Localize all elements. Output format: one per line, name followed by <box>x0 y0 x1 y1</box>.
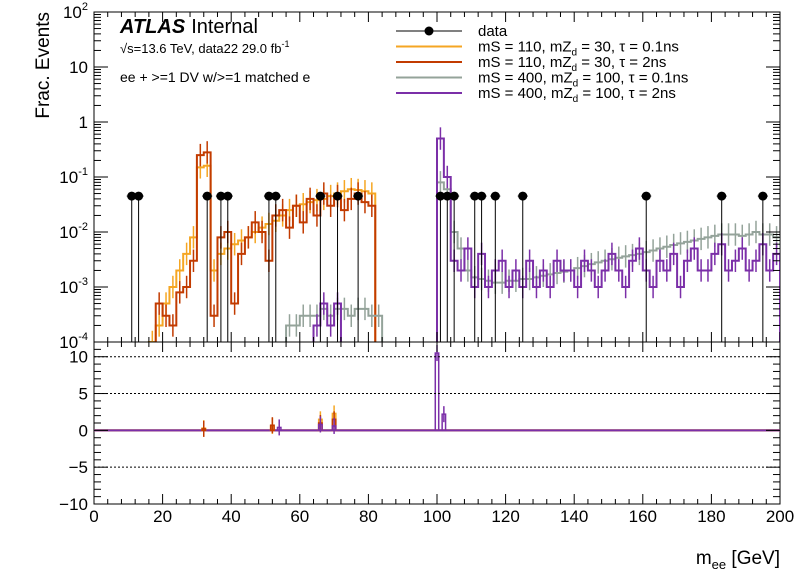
main-y-tick-label: 10-4 <box>59 331 88 352</box>
main-series-group <box>126 127 780 342</box>
main-y-axis: 102 10 1 10-1 10-2 10-3 10-4 <box>59 1 780 352</box>
main-y-tick-label: 10-2 <box>59 221 88 242</box>
data-point <box>435 191 445 201</box>
main-y-tick-label: 10-3 <box>59 276 88 297</box>
legend-label-0: mS = 110, mZd = 30, τ = 0.1ns <box>478 39 679 59</box>
data-point <box>134 191 144 201</box>
x-tick-label: 60 <box>290 507 309 526</box>
data-point <box>449 191 459 201</box>
ratio-y-tick-label: 5 <box>79 385 88 404</box>
data-point <box>641 191 651 201</box>
selection-label: ee + >=1 DV w/>=1 matched e <box>120 69 311 85</box>
ratio-y-tick-label: 10 <box>69 348 88 367</box>
atlas-status: Internal <box>191 16 258 38</box>
ratio-plot-frame <box>93 341 781 505</box>
x-tick-label: 160 <box>629 507 657 526</box>
data-point <box>490 191 500 201</box>
main-y-tick-label: 102 <box>63 1 88 22</box>
data-point <box>717 191 727 201</box>
data-point <box>271 191 281 201</box>
x-tick-label: 120 <box>491 507 519 526</box>
atlas-label: ATLAS Internal <box>119 16 258 38</box>
data-point <box>758 191 768 201</box>
data-point <box>470 191 480 201</box>
x-tick-label: 80 <box>359 507 378 526</box>
ratio-series-group <box>94 345 780 437</box>
data-point <box>315 191 325 201</box>
data-point <box>216 191 226 201</box>
legend-label-1: mS = 110, mZd = 30, τ = 2ns <box>478 54 666 74</box>
data-point <box>202 191 212 201</box>
main-y-tick-label: 10 <box>69 58 88 77</box>
x-tick-label: 100 <box>423 507 451 526</box>
data-point <box>223 191 233 201</box>
ratio-y-tick-label: −10 <box>59 495 88 514</box>
data-point <box>518 191 528 201</box>
energy-lumi-label: √s=13.6 TeV, data22 29.0 fb-1 <box>120 39 289 56</box>
main-y-tick-label: 1 <box>79 113 88 132</box>
x-tick-label: 200 <box>766 507 794 526</box>
ratio-y-axis: 10 5 0 −5 −10 <box>59 348 780 514</box>
x-tick-label: 40 <box>222 507 241 526</box>
main-x-ticks <box>93 12 781 342</box>
atlas-experiment: ATLAS <box>119 16 186 38</box>
data-point <box>353 191 363 201</box>
x-axis-label: mee [GeV] <box>696 548 780 572</box>
data-point <box>442 191 452 201</box>
legend-label-3: mS = 400, mZd = 100, τ = 2ns <box>478 85 676 105</box>
series-line-3 <box>312 137 780 342</box>
ratio-x-axis: 0 20 40 60 80 100 120 140 160 180 200 <box>89 342 794 526</box>
data-point <box>333 191 343 201</box>
x-tick-label: 140 <box>560 507 588 526</box>
main-y-tick-label: 10-1 <box>59 166 88 187</box>
series-line-1 <box>154 151 377 342</box>
ratio-y-tick-label: −5 <box>69 458 88 477</box>
ratio-bar-2 <box>434 352 440 432</box>
data-point <box>264 191 274 201</box>
data-point <box>127 191 137 201</box>
data-point <box>477 191 487 201</box>
legend-data-label: data <box>478 23 508 40</box>
main-y-axis-label: Frac. Events <box>33 12 54 119</box>
legend-data-marker <box>424 26 434 36</box>
ratio-y-tick-label: 0 <box>79 421 88 440</box>
x-tick-label: 180 <box>697 507 725 526</box>
x-tick-label: 20 <box>153 507 172 526</box>
x-tick-label: 0 <box>89 507 98 526</box>
legend-label-2: mS = 400, mZd = 100, τ = 0.1ns <box>478 70 688 90</box>
